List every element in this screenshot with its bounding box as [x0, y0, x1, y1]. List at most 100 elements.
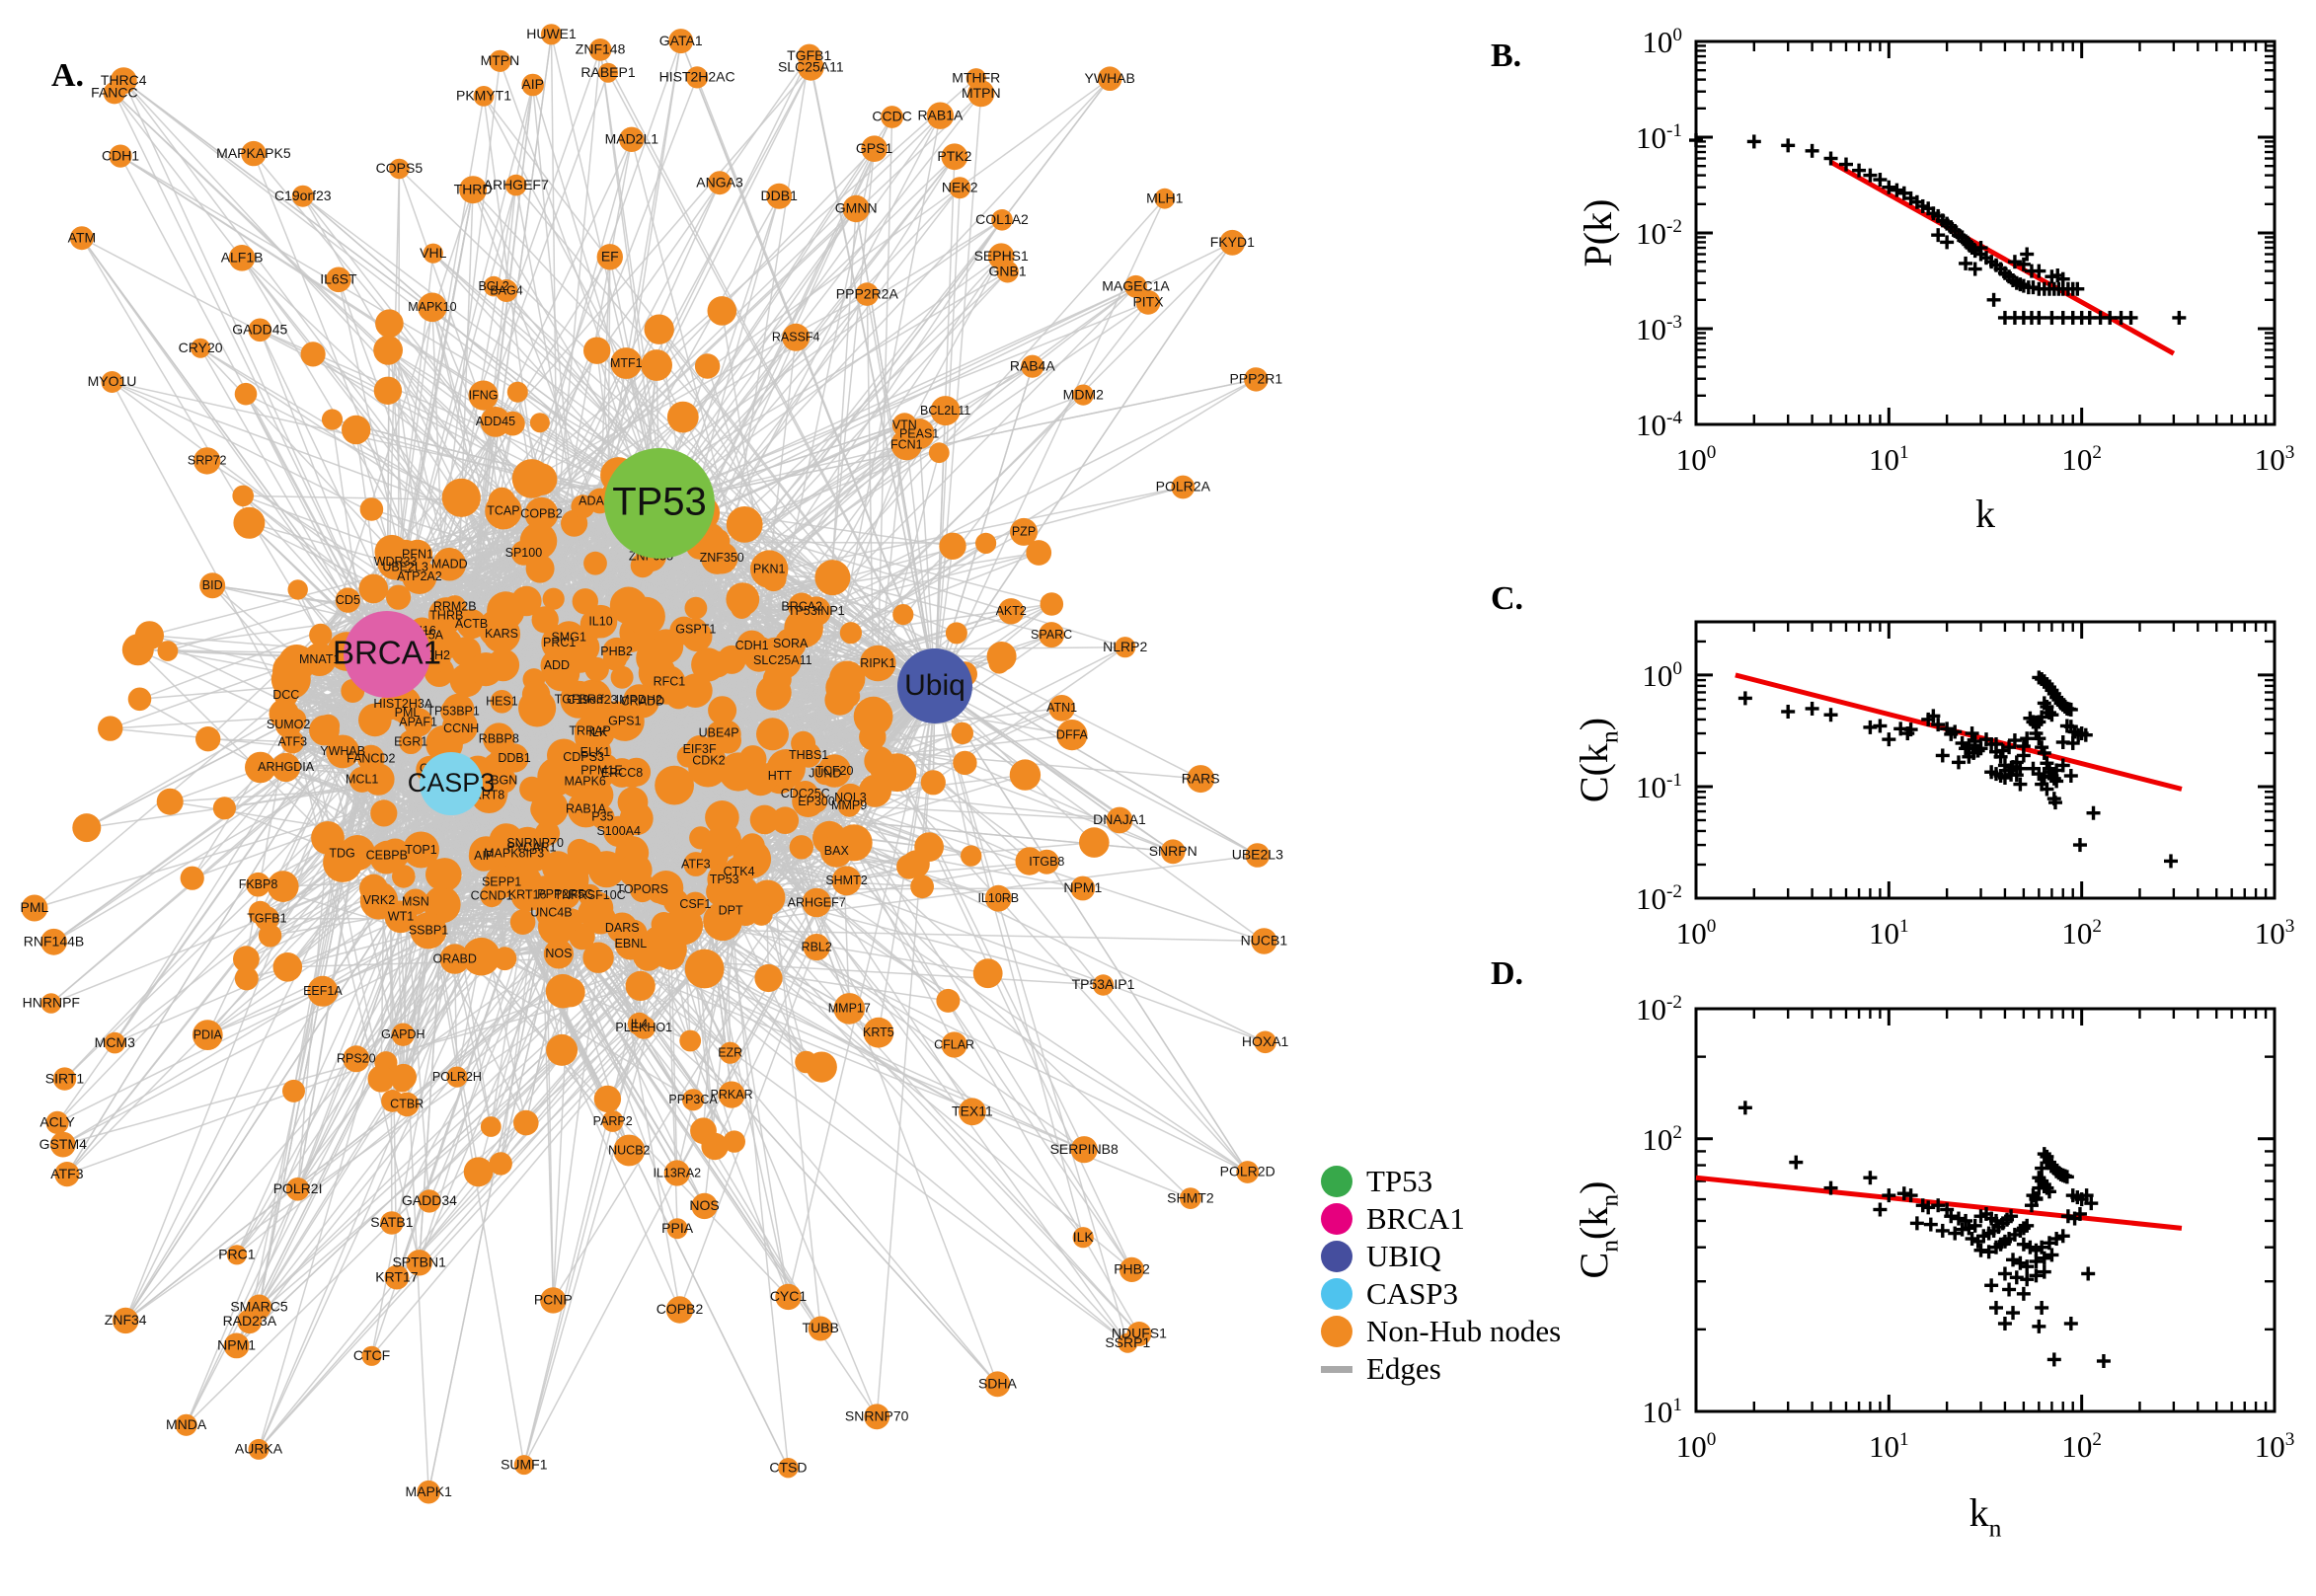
network-node[interactable]	[896, 855, 921, 879]
network-node[interactable]	[929, 442, 950, 463]
network-node-label: TOP1	[405, 843, 436, 857]
network-node[interactable]	[975, 533, 996, 554]
network-node[interactable]	[763, 665, 792, 694]
network-node[interactable]	[522, 680, 550, 708]
network-node[interactable]	[392, 865, 416, 888]
network-node[interactable]	[679, 1030, 701, 1052]
network-node[interactable]	[689, 826, 712, 849]
network-node[interactable]	[301, 342, 326, 366]
network-node[interactable]	[282, 1080, 305, 1102]
network-node[interactable]	[309, 624, 332, 646]
network-node[interactable]	[961, 845, 981, 866]
network-node[interactable]	[685, 597, 708, 620]
network-node[interactable]	[731, 597, 752, 619]
network-node[interactable]	[232, 486, 254, 507]
network-node[interactable]	[512, 459, 552, 498]
network-node[interactable]	[892, 604, 913, 625]
network-node[interactable]	[914, 832, 944, 862]
network-node[interactable]	[583, 552, 607, 575]
network-node[interactable]	[288, 579, 308, 599]
network-node[interactable]	[556, 977, 585, 1007]
network-node[interactable]	[939, 533, 965, 560]
network-node-label: POLR2A	[1156, 479, 1211, 494]
network-node[interactable]	[573, 588, 598, 614]
network-node[interactable]	[513, 1110, 539, 1136]
network-node[interactable]	[854, 697, 893, 736]
network-node[interactable]	[701, 1133, 728, 1160]
network-node[interactable]	[487, 648, 519, 681]
network-node[interactable]	[936, 989, 960, 1013]
network-node[interactable]	[814, 560, 850, 595]
network-node[interactable]	[360, 497, 384, 521]
network-node[interactable]	[611, 666, 634, 689]
network-node[interactable]	[583, 338, 610, 364]
network-node[interactable]	[695, 353, 720, 378]
network-node[interactable]	[708, 296, 737, 326]
network-node[interactable]	[507, 382, 528, 403]
network-node[interactable]	[442, 479, 481, 517]
network-node[interactable]	[652, 912, 677, 938]
network-node[interactable]	[953, 751, 976, 775]
network-node[interactable]	[373, 336, 403, 365]
network-node[interactable]	[181, 867, 204, 890]
network-node[interactable]	[790, 835, 813, 859]
network-node[interactable]	[645, 315, 674, 344]
network-node[interactable]	[98, 716, 122, 740]
network-node[interactable]	[374, 377, 402, 405]
network-node[interactable]	[1041, 592, 1064, 616]
network-node[interactable]	[1079, 827, 1110, 858]
network-node[interactable]	[840, 622, 862, 644]
network-node[interactable]	[235, 383, 258, 406]
network-node[interactable]	[322, 409, 343, 429]
network-node[interactable]	[973, 958, 1003, 988]
network-node[interactable]	[946, 622, 967, 644]
network-node[interactable]	[727, 506, 763, 543]
network-node[interactable]	[795, 1051, 817, 1074]
network-node[interactable]	[754, 964, 782, 992]
network-node[interactable]	[72, 813, 101, 842]
network-node[interactable]	[157, 789, 184, 815]
network-graph[interactable]: TCAPZCCHC8RRM2BSMG1GSTM4TP53INP1HIST2H3A…	[0, 0, 1441, 1591]
network-node[interactable]	[641, 349, 672, 381]
network-node[interactable]	[425, 859, 457, 890]
network-node[interactable]	[375, 309, 404, 338]
network-node[interactable]	[213, 797, 236, 819]
network-node[interactable]	[1010, 759, 1041, 790]
network-node[interactable]	[233, 507, 265, 539]
network-node[interactable]	[546, 1034, 578, 1066]
network-node[interactable]	[490, 1152, 512, 1175]
network-node[interactable]	[708, 696, 736, 724]
network-node[interactable]	[594, 1086, 621, 1112]
network-node[interactable]	[530, 413, 550, 432]
network-node[interactable]	[921, 770, 946, 795]
network-node-label: GADD34	[402, 1192, 457, 1208]
network-node[interactable]	[655, 766, 694, 805]
network-node[interactable]	[342, 416, 370, 444]
network-node[interactable]	[392, 1072, 413, 1093]
network-node[interactable]	[481, 1116, 502, 1137]
network-node[interactable]	[756, 718, 789, 750]
network-node[interactable]	[952, 722, 973, 744]
network-node[interactable]	[368, 1065, 395, 1092]
network-node[interactable]	[626, 971, 656, 1001]
network-node[interactable]	[370, 799, 397, 826]
network-node[interactable]	[685, 950, 725, 989]
network-node[interactable]	[864, 746, 893, 776]
network-node[interactable]	[464, 1157, 494, 1186]
network-node[interactable]	[273, 952, 303, 982]
network-node[interactable]	[627, 597, 665, 636]
network-node[interactable]	[259, 924, 281, 947]
network-node[interactable]	[195, 726, 220, 751]
network-node[interactable]	[128, 688, 152, 712]
network-node[interactable]	[386, 585, 411, 610]
network-node[interactable]	[530, 798, 554, 821]
network-node[interactable]	[135, 621, 164, 649]
network-node[interactable]	[235, 966, 259, 990]
network-node[interactable]	[359, 574, 389, 604]
network-node[interactable]	[987, 642, 1017, 671]
network-node[interactable]	[667, 402, 699, 433]
network-node[interactable]	[772, 806, 800, 834]
network-node[interactable]	[910, 874, 934, 898]
network-node[interactable]	[636, 640, 673, 677]
network-node[interactable]	[837, 685, 860, 708]
